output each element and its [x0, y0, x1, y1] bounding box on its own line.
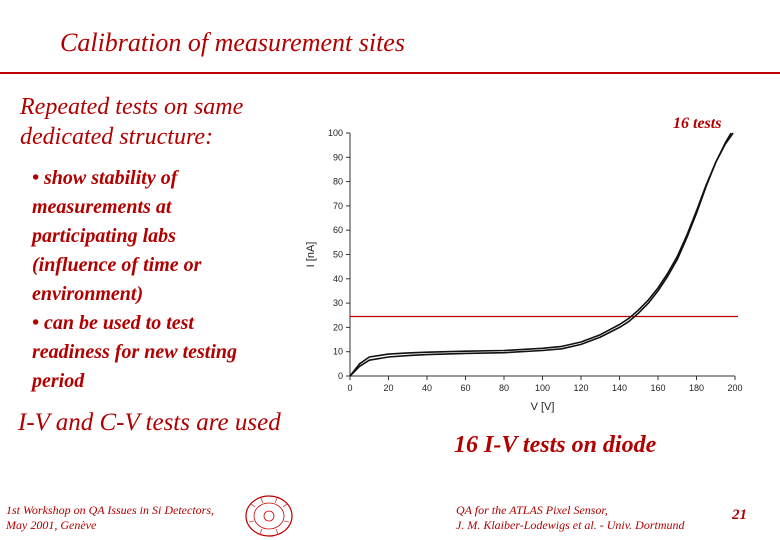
- y-tick-label: 80: [333, 177, 343, 187]
- page-number: 21: [732, 507, 747, 523]
- series-line-1: [349, 132, 732, 377]
- x-tick-label: 60: [460, 383, 470, 393]
- y-tick-label: 30: [333, 298, 343, 308]
- y-tick-label: 100: [328, 128, 343, 138]
- y-tick-label: 60: [333, 225, 343, 235]
- bullet-item-readiness: • can be used to test readiness for new …: [32, 312, 238, 392]
- x-tick-label: 0: [347, 383, 352, 393]
- tests-count-label: 16 tests: [673, 115, 722, 132]
- chart-axes: 0 20 40 60 80 100 120 140 160 180 200 0 10 20 30 40 50 60…: [328, 128, 743, 393]
- x-axis-label: V [V]: [531, 401, 555, 413]
- x-tick-label: 100: [535, 383, 550, 393]
- iv-cv-text: I-V and C-V tests are used: [18, 409, 281, 436]
- y-tick-label: 40: [333, 274, 343, 284]
- series-group: [349, 132, 734, 377]
- x-tick-label: 80: [499, 383, 509, 393]
- x-tick-label: 20: [383, 383, 393, 393]
- series-line-2: [349, 132, 734, 377]
- y-tick-label: 10: [333, 347, 343, 357]
- slide-title: Calibration of measurement sites: [60, 28, 405, 57]
- y-tick-label: 70: [333, 201, 343, 211]
- title-divider: [0, 72, 780, 74]
- x-tick-label: 180: [689, 383, 704, 393]
- y-tick-label: 20: [333, 322, 343, 332]
- y-tick-label: 50: [333, 250, 343, 260]
- x-tick-label: 40: [422, 383, 432, 393]
- x-tick-label: 140: [612, 383, 627, 393]
- x-tick-label: 160: [650, 383, 665, 393]
- chart-caption: 16 I-V tests on diode: [454, 432, 657, 458]
- y-tick-label: 0: [338, 371, 343, 381]
- footer-workshop: 1st Workshop on QA Issues in Si Detector…: [6, 503, 214, 532]
- y-tick-label: 90: [333, 152, 343, 162]
- bullet-list: • show stability of measurements at part…: [32, 164, 302, 396]
- x-tick-label: 120: [573, 383, 588, 393]
- bullet-item-stability: • show stability of measurements at part…: [32, 167, 202, 305]
- intro-text: Repeated tests on same dedicated structu…: [20, 94, 244, 150]
- atlas-pixel-seal-icon: [245, 495, 293, 537]
- y-axis-label: I [nA]: [305, 242, 317, 268]
- footer-attribution: QA for the ATLAS Pixel Sensor, J. M. Kla…: [456, 503, 685, 532]
- iv-chart: 0 20 40 60 80 100 120 140 160 180 200 0 10 20 30 40 50 60…: [305, 128, 743, 413]
- x-tick-label: 200: [727, 383, 742, 393]
